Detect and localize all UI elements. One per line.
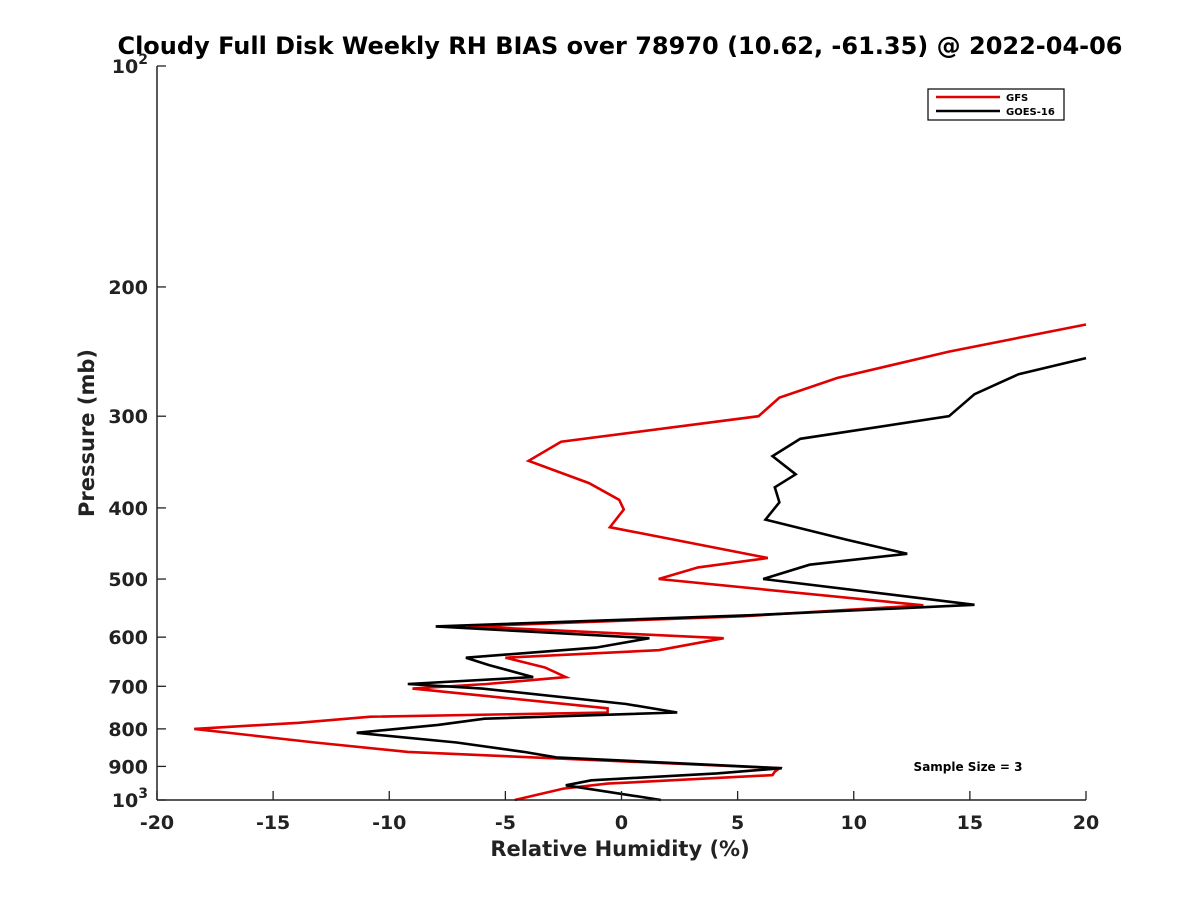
axes-layer: -20 -15 -10 -5 0 5 10 15 20102200300400500600700… [108,52,1099,834]
x-tick-label: -5 [495,812,516,834]
series-line-goes16 [356,356,1087,802]
x-tick-label: 10 [841,812,867,834]
y-tick-label: 900 [108,756,148,778]
series-line-gfs [194,323,1087,802]
x-tick-label: -20 [140,812,174,834]
y-tick-label: 300 [108,406,148,428]
x-tick-label: -10 [372,812,406,834]
y-tick-label: 200 [108,277,148,299]
x-tick-label: 15 [957,812,983,834]
legend: GFS GOES-16 [927,88,1065,121]
x-axis-label: Relative Humidity (%) [490,837,749,861]
y-tick-label: 500 [108,569,148,591]
y-axis-label: Pressure (mb) [75,349,99,517]
x-tick-label: 0 [615,812,628,834]
y-tick-label: 700 [108,676,148,698]
x-tick-label: 5 [731,812,744,834]
legend-box [927,88,1065,121]
y-tick-label: 400 [108,498,148,520]
y-tick-label: 800 [108,719,148,741]
sample-size-note: Sample Size = 3 [914,760,1023,774]
legend-label-gfs: GFS [1006,93,1028,104]
x-tick-label: 20 [1073,812,1099,834]
legend-label-goes16: GOES-16 [1006,107,1055,118]
series-layer [194,323,1087,802]
x-tick-label: -15 [256,812,290,834]
y-tick-label: 600 [108,627,148,649]
chart-title: Cloudy Full Disk Weekly RH BIAS over 789… [117,32,1122,60]
